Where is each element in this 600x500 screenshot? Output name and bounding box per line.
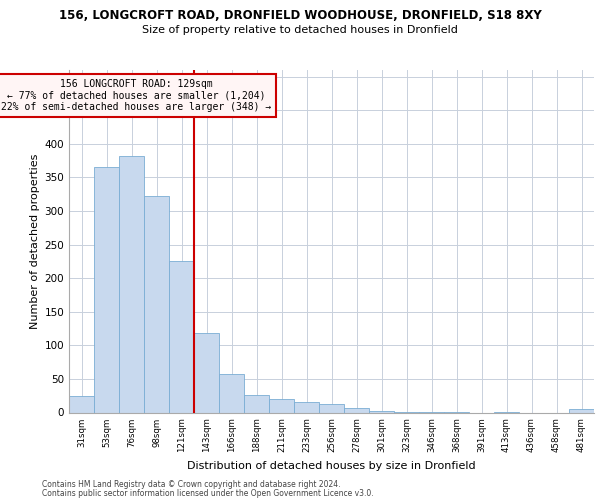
Bar (219, 374, 244, 412)
Bar (169, 262, 194, 412)
Text: Contains HM Land Registry data © Crown copyright and database right 2024.: Contains HM Land Registry data © Crown c… (42, 480, 341, 489)
Bar (144, 196, 169, 412)
Bar (569, 409, 594, 412)
Y-axis label: Number of detached properties: Number of detached properties (30, 154, 40, 329)
Bar (119, 156, 144, 412)
Bar (269, 399, 294, 412)
X-axis label: Distribution of detached houses by size in Dronfield: Distribution of detached houses by size … (187, 460, 476, 470)
Bar (194, 332, 219, 412)
Bar (319, 404, 344, 412)
Bar (344, 408, 369, 412)
Text: 156 LONGCROFT ROAD: 129sqm
← 77% of detached houses are smaller (1,204)
22% of s: 156 LONGCROFT ROAD: 129sqm ← 77% of deta… (1, 78, 272, 112)
Bar (294, 402, 319, 412)
Bar (69, 396, 94, 412)
Text: 156, LONGCROFT ROAD, DRONFIELD WOODHOUSE, DRONFIELD, S18 8XY: 156, LONGCROFT ROAD, DRONFIELD WOODHOUSE… (59, 9, 541, 22)
Text: Size of property relative to detached houses in Dronfield: Size of property relative to detached ho… (142, 25, 458, 35)
Bar (94, 168, 119, 412)
Bar (244, 395, 269, 412)
Text: Contains public sector information licensed under the Open Government Licence v3: Contains public sector information licen… (42, 489, 374, 498)
Bar (369, 411, 394, 412)
